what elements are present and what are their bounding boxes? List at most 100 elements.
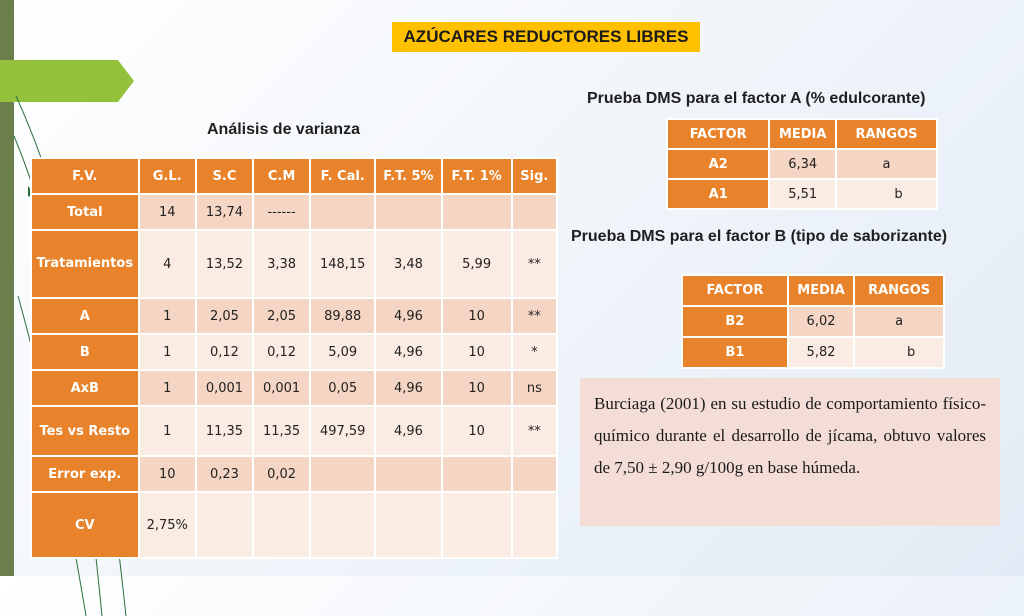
table-row: B1 5,82 b: [681, 336, 945, 369]
table-header-row: FACTOR MEDIA RANGOS: [665, 118, 938, 150]
cell: [510, 491, 559, 559]
cell: [194, 491, 255, 559]
header-ft1: F.T. 1%: [440, 157, 513, 195]
cell: 497,59: [309, 405, 377, 457]
cell: b: [853, 336, 945, 369]
header-rangos: RANGOS: [853, 274, 945, 307]
cell: [510, 455, 559, 493]
cell: 1: [137, 333, 197, 371]
cell: 10: [440, 297, 513, 335]
cell: 10: [440, 369, 513, 407]
row-label: B1: [681, 336, 789, 369]
cell: [374, 455, 443, 493]
cell: 6,02: [786, 305, 856, 338]
citation-text: Burciaga (2001) en su estudio de comport…: [580, 378, 1000, 526]
cell: 6,34: [768, 148, 838, 180]
cell: 0,12: [194, 333, 255, 371]
row-label: A: [30, 297, 140, 335]
cell: 0,05: [309, 369, 377, 407]
cell: 5,09: [309, 333, 377, 371]
cell: [309, 455, 377, 493]
cell: *: [510, 333, 559, 371]
cell: a: [853, 305, 945, 338]
header-sig: Sig.: [510, 157, 559, 195]
table-row: Error exp. 10 0,23 0,02: [30, 455, 559, 493]
cell: 2,05: [194, 297, 255, 335]
dms-a-table: FACTOR MEDIA RANGOS A2 6,34 a A1 5,51 b: [665, 118, 938, 210]
cell: 4: [137, 229, 197, 299]
cell: 1: [137, 369, 197, 407]
anova-heading: Análisis de varianza: [207, 121, 360, 138]
row-label: Tes vs Resto: [30, 405, 140, 457]
slide-title: AZÚCARES REDUCTORES LIBRES: [392, 22, 700, 52]
table-row: Tratamientos 4 13,52 3,38 148,15 3,48 5,…: [30, 229, 559, 299]
arrow-decoration: [0, 60, 134, 102]
cell: 11,35: [251, 405, 312, 457]
table-row: A 1 2,05 2,05 89,88 4,96 10 **: [30, 297, 559, 335]
row-label: A2: [665, 148, 771, 180]
cell: 10: [440, 405, 513, 457]
cell: ------: [251, 193, 312, 231]
header-media: MEDIA: [768, 118, 838, 150]
cell: 4,96: [374, 369, 443, 407]
row-label: Error exp.: [30, 455, 140, 493]
cell: 89,88: [309, 297, 377, 335]
header-fcal: F. Cal.: [309, 157, 377, 195]
cell: 1: [137, 297, 197, 335]
cell: [251, 491, 312, 559]
cell: [374, 193, 443, 231]
cell: 2,05: [251, 297, 312, 335]
table-row: B 1 0,12 0,12 5,09 4,96 10 *: [30, 333, 559, 371]
table-row: AxB 1 0,001 0,001 0,05 4,96 10 ns: [30, 369, 559, 407]
cell: 0,02: [251, 455, 312, 493]
cell: 3,48: [374, 229, 443, 299]
row-label: AxB: [30, 369, 140, 407]
cell: 4,96: [374, 405, 443, 457]
table-row: A2 6,34 a: [665, 148, 938, 180]
cell: 13,74: [194, 193, 255, 231]
cell: 11,35: [194, 405, 255, 457]
cell: [309, 193, 377, 231]
cell: **: [510, 229, 559, 299]
row-label: Tratamientos: [30, 229, 140, 299]
cell: 0,12: [251, 333, 312, 371]
cell: **: [510, 405, 559, 457]
header-ft5: F.T. 5%: [374, 157, 443, 195]
dms-a-heading: Prueba DMS para el factor A (% edulcoran…: [587, 90, 926, 107]
cell: [440, 455, 513, 493]
cell: [309, 491, 377, 559]
cell: 0,001: [194, 369, 255, 407]
dms-b-table: FACTOR MEDIA RANGOS B2 6,02 a B1 5,82 b: [681, 274, 945, 369]
table-header-row: F.V. G.L. S.C C.M F. Cal. F.T. 5% F.T. 1…: [30, 157, 559, 195]
cell: [510, 193, 559, 231]
cell: 5,82: [786, 336, 856, 369]
cell: 4,96: [374, 333, 443, 371]
cell: 148,15: [309, 229, 377, 299]
dms-b-heading: Prueba DMS para el factor B (tipo de sab…: [571, 228, 948, 245]
cell: [440, 491, 513, 559]
table-row: B2 6,02 a: [681, 305, 945, 338]
left-accent-bar: [0, 0, 14, 576]
cell: 5,51: [768, 178, 838, 210]
row-label: Total: [30, 193, 140, 231]
table-row: Total 14 13,74 ------: [30, 193, 559, 231]
table-header-row: FACTOR MEDIA RANGOS: [681, 274, 945, 307]
header-cm: C.M: [251, 157, 312, 195]
cell: 3,38: [251, 229, 312, 299]
cell: 13,52: [194, 229, 255, 299]
cell: 14: [137, 193, 197, 231]
cell: b: [835, 178, 938, 210]
table-row: CV 2,75%: [30, 491, 559, 559]
row-label: CV: [30, 491, 140, 559]
cell: 4,96: [374, 297, 443, 335]
header-fv: F.V.: [30, 157, 140, 195]
header-factor: FACTOR: [665, 118, 771, 150]
row-label: B2: [681, 305, 789, 338]
cell: ns: [510, 369, 559, 407]
header-rangos: RANGOS: [835, 118, 938, 150]
table-row: Tes vs Resto 1 11,35 11,35 497,59 4,96 1…: [30, 405, 559, 457]
header-factor: FACTOR: [681, 274, 789, 307]
cell: **: [510, 297, 559, 335]
header-gl: G.L.: [137, 157, 197, 195]
row-label: B: [30, 333, 140, 371]
